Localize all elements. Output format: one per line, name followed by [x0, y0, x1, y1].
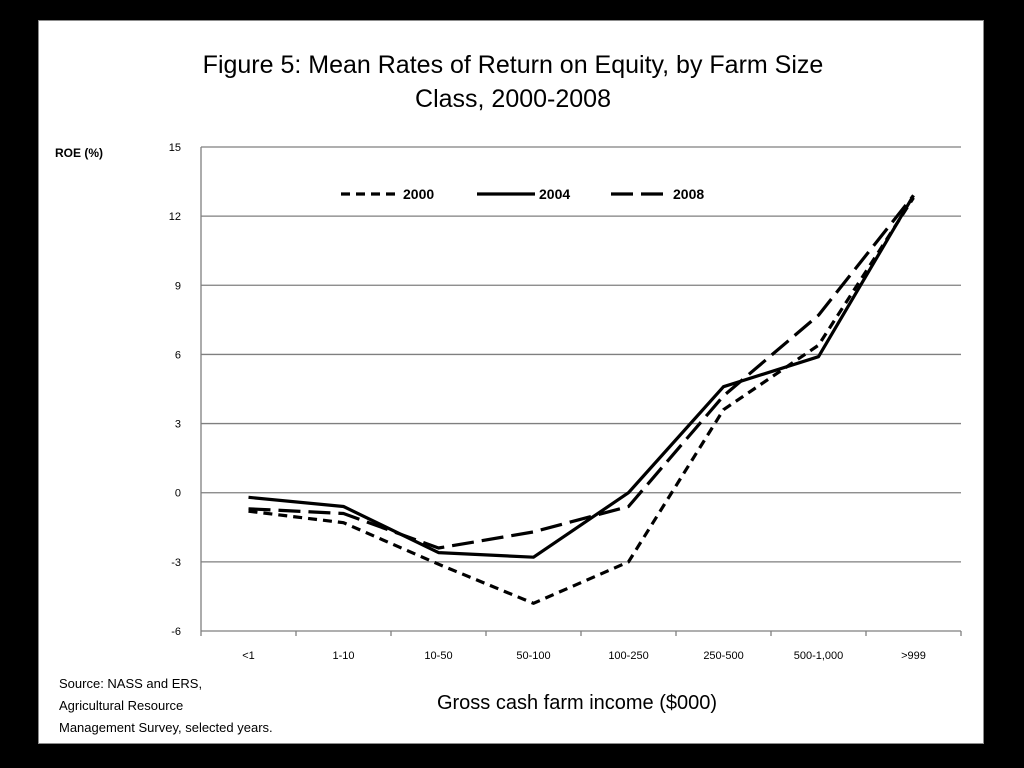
- source-note-line-1: Source: NASS and ERS,: [59, 676, 202, 691]
- source-note-line-3: Management Survey, selected years.: [59, 720, 273, 735]
- chart-slide: Figure 5: Mean Rates of Return on Equity…: [38, 20, 984, 744]
- x-tick-label: 100-250: [608, 650, 648, 662]
- source-note-line-2: Agricultural Resource: [59, 698, 183, 713]
- x-tick-label: 500-1,000: [794, 650, 844, 662]
- x-tick-labels: <1 1-10 10-50 50-100 100-250 250-500 500-1,000…: [242, 650, 926, 662]
- y-tick-label: 15: [169, 142, 181, 154]
- y-tick-label: 12: [169, 211, 181, 223]
- x-axis-label: Gross cash farm income ($000): [437, 692, 717, 714]
- y-tick-label: -6: [171, 626, 181, 638]
- x-tick-label: >999: [901, 650, 926, 662]
- x-tick-label: 50-100: [516, 650, 550, 662]
- legend: 2000 2004 2008: [341, 186, 704, 202]
- y-tick-label: 3: [175, 419, 181, 431]
- y-tick-label: 0: [175, 488, 181, 500]
- legend-label-2004: 2004: [539, 186, 570, 202]
- series-line-2008: [248, 194, 915, 550]
- y-tick-label: -3: [171, 557, 181, 569]
- y-tick-label: 6: [175, 349, 181, 361]
- chart-title-line-1: Figure 5: Mean Rates of Return on Equity…: [203, 51, 824, 79]
- y-tick-label: 9: [175, 280, 181, 292]
- x-tick-label: <1: [242, 650, 255, 662]
- series-line-2004: [248, 194, 915, 559]
- y-tick-labels: 15 12 9 6 3 0 -3 -6: [169, 142, 181, 638]
- line-chart: Figure 5: Mean Rates of Return on Equity…: [55, 51, 962, 735]
- series-lines: [248, 194, 915, 605]
- y-axis-label: ROE (%): [55, 146, 103, 160]
- series-line-2000: [248, 196, 915, 605]
- x-tick-label: 10-50: [424, 650, 452, 662]
- legend-label-2008: 2008: [673, 186, 704, 202]
- chart-title-line-2: Class, 2000-2008: [415, 85, 611, 113]
- x-tick-label: 1-10: [332, 650, 354, 662]
- gridlines: [200, 146, 962, 636]
- x-tick-label: 250-500: [703, 650, 743, 662]
- legend-label-2000: 2000: [403, 186, 434, 202]
